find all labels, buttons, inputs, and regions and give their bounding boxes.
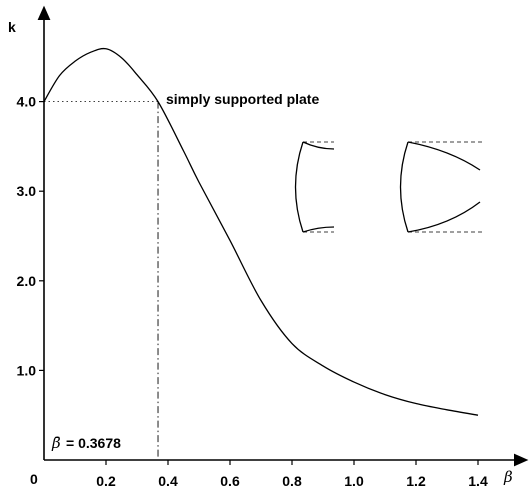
y-tick-label-3: 4.0 — [17, 94, 37, 110]
plate-mode-sketch-small — [294, 141, 335, 233]
beta-bar-symbol: β̄ — [51, 434, 61, 452]
y-tick-label-2: 3.0 — [17, 183, 37, 199]
ticks: 0.2 0.4 0.6 0.8 1.0 1.2 1.4 1.0 2.0 3.0 4.0 — [17, 94, 488, 489]
x-tick-label-5: 1.2 — [406, 473, 426, 489]
x-tick-label-2: 0.6 — [220, 473, 240, 489]
origin-label: 0 — [30, 471, 38, 487]
x-axis-label: β — [503, 468, 513, 486]
x-tick-label-3: 0.8 — [282, 473, 302, 489]
simply-supported-plate-label: simply supported plate — [166, 91, 319, 107]
series — [43, 47, 479, 416]
x-tick-label-0: 0.2 — [96, 473, 116, 489]
x-tick-label-6: 1.4 — [468, 473, 488, 489]
reference-lines — [44, 101, 159, 460]
k-beta-curve — [43, 47, 479, 416]
plate-mode-sketch-large — [399, 141, 482, 233]
y-tick-label-0: 1.0 — [17, 362, 37, 378]
y-axis-label: k — [8, 19, 16, 35]
x-tick-label-4: 1.0 — [344, 473, 364, 489]
beta-value-label: = 0.3678 — [66, 435, 121, 451]
y-tick-label-1: 2.0 — [17, 273, 37, 289]
axes — [37, 5, 529, 467]
x-tick-label-1: 0.4 — [158, 473, 178, 489]
